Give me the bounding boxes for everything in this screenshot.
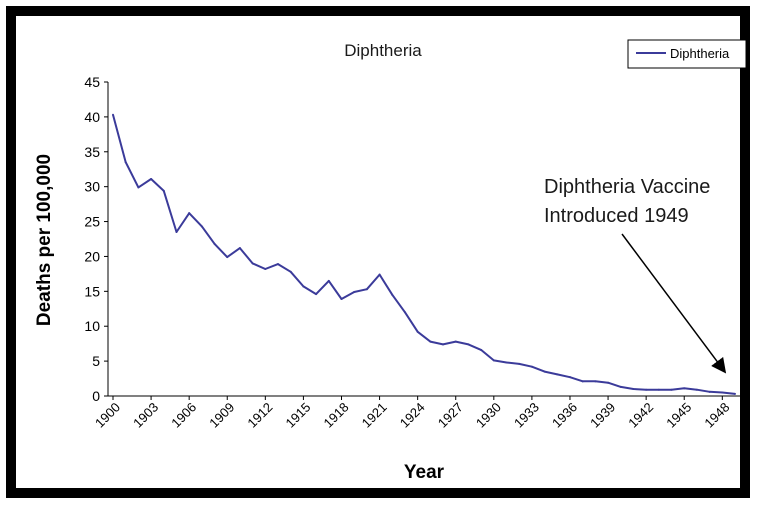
y-tick-label: 5 [92, 353, 100, 369]
data-point [670, 388, 673, 391]
chart-frame [6, 6, 750, 498]
data-point [365, 288, 368, 291]
x-tick-label: 1912 [244, 400, 275, 431]
series-points [112, 113, 736, 395]
y-tick-label: 20 [84, 248, 100, 264]
data-point [289, 270, 292, 273]
y-axis-ticks: 0 5 10 15 20 25 30 35 40 45 [84, 74, 108, 404]
x-tick-label: 1921 [359, 400, 390, 431]
y-tick-label: 40 [84, 109, 100, 125]
data-point [188, 212, 191, 215]
data-point [556, 373, 559, 376]
data-point [607, 381, 610, 384]
data-point [442, 343, 445, 346]
data-point [454, 340, 457, 343]
data-point [391, 293, 394, 296]
x-tick-label: 1903 [130, 400, 161, 431]
data-point [467, 343, 470, 346]
y-tick-label: 35 [84, 144, 100, 160]
data-point [226, 256, 229, 259]
data-point [264, 268, 267, 271]
data-point [505, 361, 508, 364]
y-tick-label: 0 [92, 388, 100, 404]
data-point [429, 340, 432, 343]
data-point [543, 370, 546, 373]
y-tick-label: 30 [84, 179, 100, 195]
x-tick-label: 1909 [206, 400, 237, 431]
x-tick-label: 1918 [321, 400, 352, 431]
x-tick-label: 1936 [549, 400, 580, 431]
series-line-diphtheria [112, 114, 736, 395]
data-point [683, 387, 686, 390]
annotation-arrow [621, 233, 727, 374]
data-point [315, 293, 318, 296]
data-point [594, 380, 597, 383]
x-tick-label: 1906 [168, 400, 199, 431]
data-point [340, 298, 343, 301]
data-point [530, 365, 533, 368]
data-point [378, 273, 381, 276]
data-point [416, 330, 419, 333]
data-point [695, 388, 698, 391]
data-point [619, 385, 622, 388]
data-point [327, 279, 330, 282]
x-axis-ticks: 1900 1903 1906 1909 1912 1915 1918 1921 1924 1927… [92, 396, 732, 431]
data-point [251, 262, 254, 265]
x-tick-label: 1945 [663, 400, 694, 431]
y-tick-label: 15 [84, 283, 100, 299]
data-point [734, 392, 736, 395]
data-point [137, 186, 140, 189]
data-point [238, 247, 241, 250]
x-tick-label: 1939 [587, 400, 618, 431]
x-tick-label: 1948 [701, 400, 732, 431]
data-point [568, 376, 571, 379]
x-axis-title: Year [404, 462, 445, 483]
x-tick-label: 1933 [511, 400, 542, 431]
x-tick-label: 1942 [625, 400, 656, 431]
data-point [632, 388, 635, 391]
data-point [112, 113, 114, 116]
data-point [302, 285, 305, 288]
data-point [721, 391, 724, 394]
x-tick-label: 1915 [282, 400, 313, 431]
y-axis-title: Deaths per 100,000 [34, 154, 55, 326]
annotation-line-1: Diphtheria Vaccine [544, 176, 710, 198]
y-tick-label: 10 [84, 318, 100, 334]
x-tick-label: 1930 [473, 400, 504, 431]
data-point [200, 225, 203, 228]
y-tick-label: 25 [84, 214, 100, 230]
chart-title: Diphtheria [344, 41, 422, 60]
data-point [657, 388, 660, 391]
x-tick-label: 1924 [397, 400, 428, 431]
data-point [492, 359, 495, 362]
data-point [403, 311, 406, 314]
data-point [708, 390, 711, 393]
data-point [518, 362, 521, 365]
annotation-line-2: Introduced 1949 [544, 205, 689, 227]
data-point [277, 263, 280, 266]
y-tick-label: 45 [84, 74, 100, 90]
data-point [124, 161, 127, 164]
x-tick-label: 1900 [92, 400, 123, 431]
data-point [480, 348, 483, 351]
legend-label: Diphtheria [670, 46, 730, 61]
data-point [581, 380, 584, 383]
x-tick-label: 1927 [435, 400, 466, 431]
data-point [175, 231, 178, 234]
data-point [645, 388, 648, 391]
data-point [162, 189, 165, 192]
data-point [213, 242, 216, 245]
data-point [150, 177, 153, 180]
data-point [353, 291, 356, 294]
